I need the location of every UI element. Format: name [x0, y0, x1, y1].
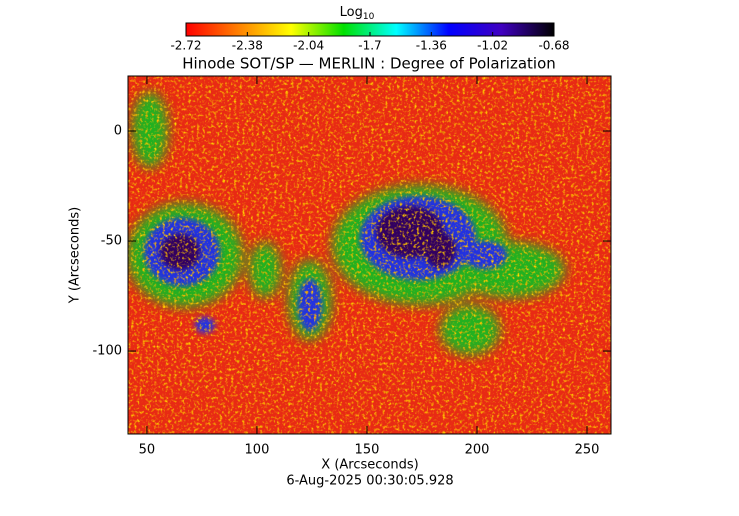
date-label: 6-Aug-2025 00:30:05.928 [286, 474, 453, 489]
colorbar-tick-label: -1.36 [416, 39, 447, 53]
colorbar-tick-label: -2.04 [293, 39, 324, 53]
x-axis-label: X (Arcseconds) [321, 458, 418, 473]
y-tick-label: -100 [92, 344, 122, 359]
y-axis-label: Y (Arcseconds) [68, 207, 83, 304]
colorbar-label: Log10 [340, 5, 375, 22]
y-tick-label: -50 [101, 234, 122, 249]
colorbar-tick-label: -0.68 [538, 39, 569, 53]
colorbar-label-main: Log [340, 5, 363, 20]
colorbar-label-sub: 10 [363, 12, 375, 22]
chart-title: Hinode SOT/SP — MERLIN : Degree of Polar… [182, 55, 556, 73]
x-tick-label: 150 [355, 443, 380, 458]
colorbar-tick-label: -1.02 [477, 39, 508, 53]
colorbar-tick-label: -1.7 [358, 39, 381, 53]
y-tick-label: 0 [114, 124, 122, 139]
polarization-map [128, 76, 611, 434]
colorbar-tick-label: -2.72 [170, 39, 201, 53]
x-tick-label: 100 [245, 443, 270, 458]
x-tick-label: 50 [139, 443, 156, 458]
x-tick-label: 250 [575, 443, 600, 458]
colorbar-tick-label: -2.38 [232, 39, 263, 53]
plot-frame [127, 75, 612, 435]
x-tick-label: 200 [465, 443, 490, 458]
